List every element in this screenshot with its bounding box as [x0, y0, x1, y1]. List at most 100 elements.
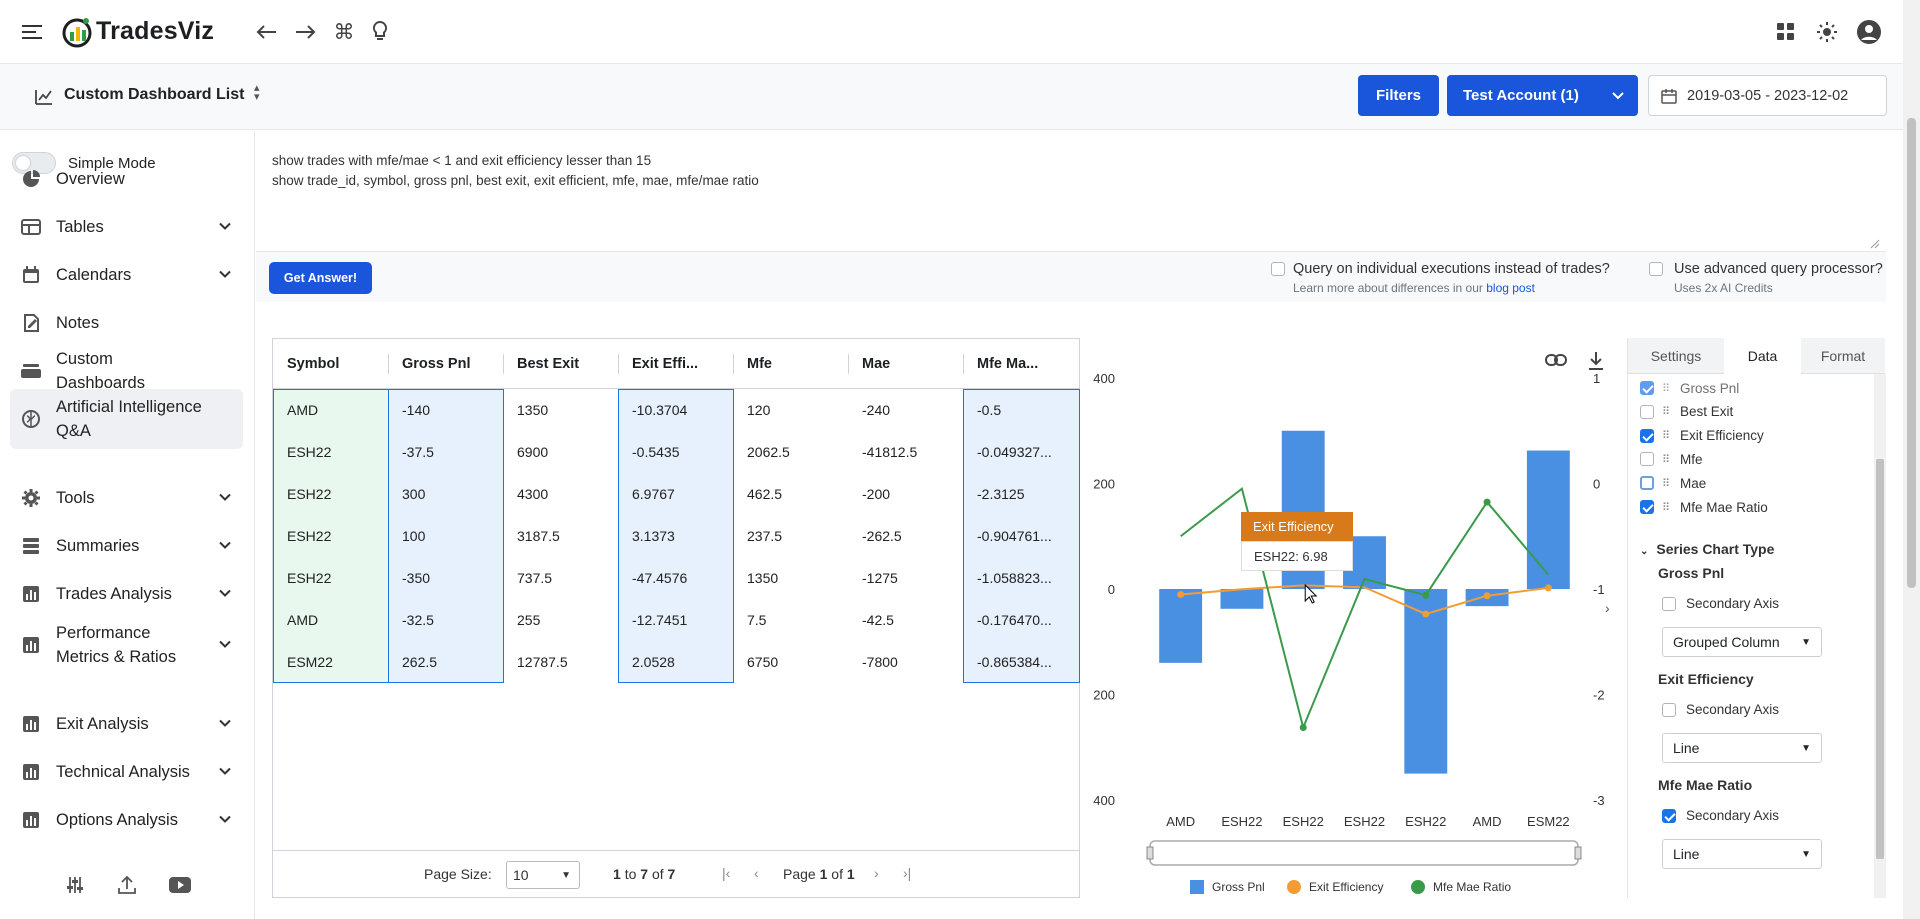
table-cell[interactable]: 6750 [733, 641, 848, 683]
table-cell[interactable]: -0.049327... [963, 431, 1079, 473]
user-avatar-icon[interactable] [1857, 20, 1881, 44]
blog-post-link[interactable]: blog post [1486, 281, 1535, 295]
column-header[interactable]: Gross Pnl [402, 356, 471, 372]
back-arrow-icon[interactable] [252, 18, 280, 46]
secondary-axis-option[interactable]: Secondary Axis [1662, 702, 1779, 717]
field-checkbox[interactable] [1640, 381, 1654, 395]
navigator-handle-right[interactable] [1574, 846, 1582, 860]
table-row[interactable]: ESH22 300 4300 6.9767 462.5 -200 -2.3125 [273, 473, 1079, 515]
individual-executions-checkbox[interactable] [1271, 262, 1285, 276]
table-cell[interactable]: -200 [848, 473, 963, 515]
field-item[interactable]: ⠿ Best Exit [1640, 402, 1733, 422]
field-item[interactable]: ⠿ Exit Efficiency [1640, 426, 1764, 446]
hamburger-menu-icon[interactable] [18, 18, 46, 46]
column-header[interactable]: Symbol [287, 356, 340, 372]
upload-icon[interactable] [117, 875, 137, 895]
table-cell[interactable]: 2.0528 [618, 641, 733, 683]
column-separator[interactable] [733, 354, 734, 374]
point-exit-efficiency[interactable] [1177, 590, 1185, 598]
download-icon[interactable] [1587, 351, 1605, 371]
date-range-picker[interactable]: 2019-03-05 - 2023-12-02 [1648, 75, 1887, 116]
chart-type-select[interactable]: Line ▼ [1662, 733, 1822, 763]
secondary-axis-option[interactable]: Secondary Axis [1662, 596, 1779, 611]
lightbulb-icon[interactable] [366, 18, 394, 46]
table-cell[interactable]: -0.176470... [963, 599, 1079, 641]
field-checkbox[interactable] [1640, 500, 1654, 514]
column-header[interactable]: Mfe Ma... [977, 356, 1039, 372]
secondary-axis-checkbox[interactable] [1662, 808, 1676, 823]
table-cell[interactable]: 2062.5 [733, 431, 848, 473]
table-row[interactable]: ESH22 -37.5 6900 -0.5435 2062.5 -41812.5 -0.04… [273, 431, 1079, 473]
table-cell[interactable]: -1275 [848, 557, 963, 599]
table-cell[interactable]: -0.5435 [618, 431, 733, 473]
table-cell[interactable]: 6.9767 [618, 473, 733, 515]
link-icon[interactable] [1545, 353, 1567, 369]
table-cell[interactable]: 737.5 [503, 557, 618, 599]
table-cell[interactable]: -0.5 [963, 389, 1079, 431]
table-cell[interactable]: 3187.5 [503, 515, 618, 557]
filters-button[interactable]: Filters [1358, 75, 1439, 116]
navigator-handle-left[interactable] [1146, 846, 1154, 860]
table-cell[interactable]: -0.865384... [963, 641, 1079, 683]
sidebar-item-technical-analysis[interactable]: Technical Analysis [10, 751, 243, 793]
page-scrollbar[interactable] [1903, 0, 1920, 919]
sidebar-item-custom-dashboards[interactable]: Custom Dashboards [10, 350, 243, 392]
column-separator[interactable] [848, 354, 849, 374]
chart-type-select[interactable]: Line ▼ [1662, 839, 1822, 869]
account-dropdown[interactable]: Test Account (1) [1447, 75, 1638, 116]
sort-toggle-icon[interactable]: ▴ ▾ [254, 82, 260, 103]
table-cell[interactable]: AMD [273, 389, 388, 431]
table-row[interactable]: ESH22 -350 737.5 -47.4576 1350 -1275 -1.058823… [273, 557, 1079, 599]
table-cell[interactable]: 255 [503, 599, 618, 641]
table-cell[interactable]: -140 [388, 389, 503, 431]
column-separator[interactable] [388, 354, 389, 374]
sidebar-item-artificial-intelligence-q-a[interactable]: Artificial Intelligence Q&A [10, 389, 243, 449]
resize-handle-icon[interactable] [1870, 235, 1880, 249]
table-cell[interactable]: ESH22 [273, 473, 388, 515]
table-cell[interactable]: ESM22 [273, 641, 388, 683]
table-cell[interactable]: -47.4576 [618, 557, 733, 599]
point-mfe-mae-ratio[interactable] [1483, 498, 1491, 506]
field-checkbox[interactable] [1640, 452, 1654, 467]
forward-arrow-icon[interactable] [292, 18, 320, 46]
drag-handle-icon[interactable]: ⠿ [1662, 430, 1670, 443]
point-exit-efficiency[interactable] [1483, 592, 1491, 600]
column-separator[interactable] [618, 354, 619, 374]
column-separator[interactable] [503, 354, 504, 374]
table-cell[interactable]: 7.5 [733, 599, 848, 641]
sidebar-item-options-analysis[interactable]: Options Analysis [10, 799, 243, 841]
point-mfe-mae-ratio[interactable] [1422, 591, 1430, 599]
table-cell[interactable]: -0.904761... [963, 515, 1079, 557]
table-cell[interactable]: AMD [273, 599, 388, 641]
page-size-select[interactable]: 10 ▼ [506, 861, 580, 889]
sidebar-item-trades-analysis[interactable]: Trades Analysis [10, 573, 243, 615]
table-cell[interactable]: 3.1373 [618, 515, 733, 557]
panel-toggle-icon[interactable]: › [1605, 600, 1610, 616]
table-cell[interactable]: 120 [733, 389, 848, 431]
table-cell[interactable]: 462.5 [733, 473, 848, 515]
theme-sun-icon[interactable] [1817, 22, 1837, 42]
legend-label[interactable]: Mfe Mae Ratio [1433, 880, 1511, 894]
table-cell[interactable]: -10.3704 [618, 389, 733, 431]
table-cell[interactable]: 4300 [503, 473, 618, 515]
advanced-processor-checkbox[interactable] [1649, 262, 1663, 276]
table-row[interactable]: AMD -32.5 255 -12.7451 7.5 -42.5 -0.176470... [273, 599, 1079, 641]
column-header[interactable]: Best Exit [517, 356, 580, 372]
table-cell[interactable]: -240 [848, 389, 963, 431]
table-cell[interactable]: -12.7451 [618, 599, 733, 641]
drag-handle-icon[interactable]: ⠿ [1662, 406, 1670, 419]
table-cell[interactable]: ESH22 [273, 431, 388, 473]
table-cell[interactable]: ESH22 [273, 557, 388, 599]
tab-format[interactable]: Format [1801, 338, 1885, 374]
sidebar-item-notes[interactable]: Notes [10, 302, 243, 344]
youtube-icon[interactable] [169, 877, 191, 893]
table-cell[interactable]: -7800 [848, 641, 963, 683]
sidebar-item-tables[interactable]: Tables [10, 206, 243, 248]
drag-handle-icon[interactable]: ⠿ [1662, 382, 1670, 395]
drag-handle-icon[interactable]: ⠿ [1662, 453, 1670, 466]
bar-gross-pnl[interactable] [1220, 589, 1264, 609]
table-cell[interactable]: -262.5 [848, 515, 963, 557]
table-cell[interactable]: 262.5 [388, 641, 503, 683]
table-cell[interactable]: -41812.5 [848, 431, 963, 473]
table-cell[interactable]: 12787.5 [503, 641, 618, 683]
